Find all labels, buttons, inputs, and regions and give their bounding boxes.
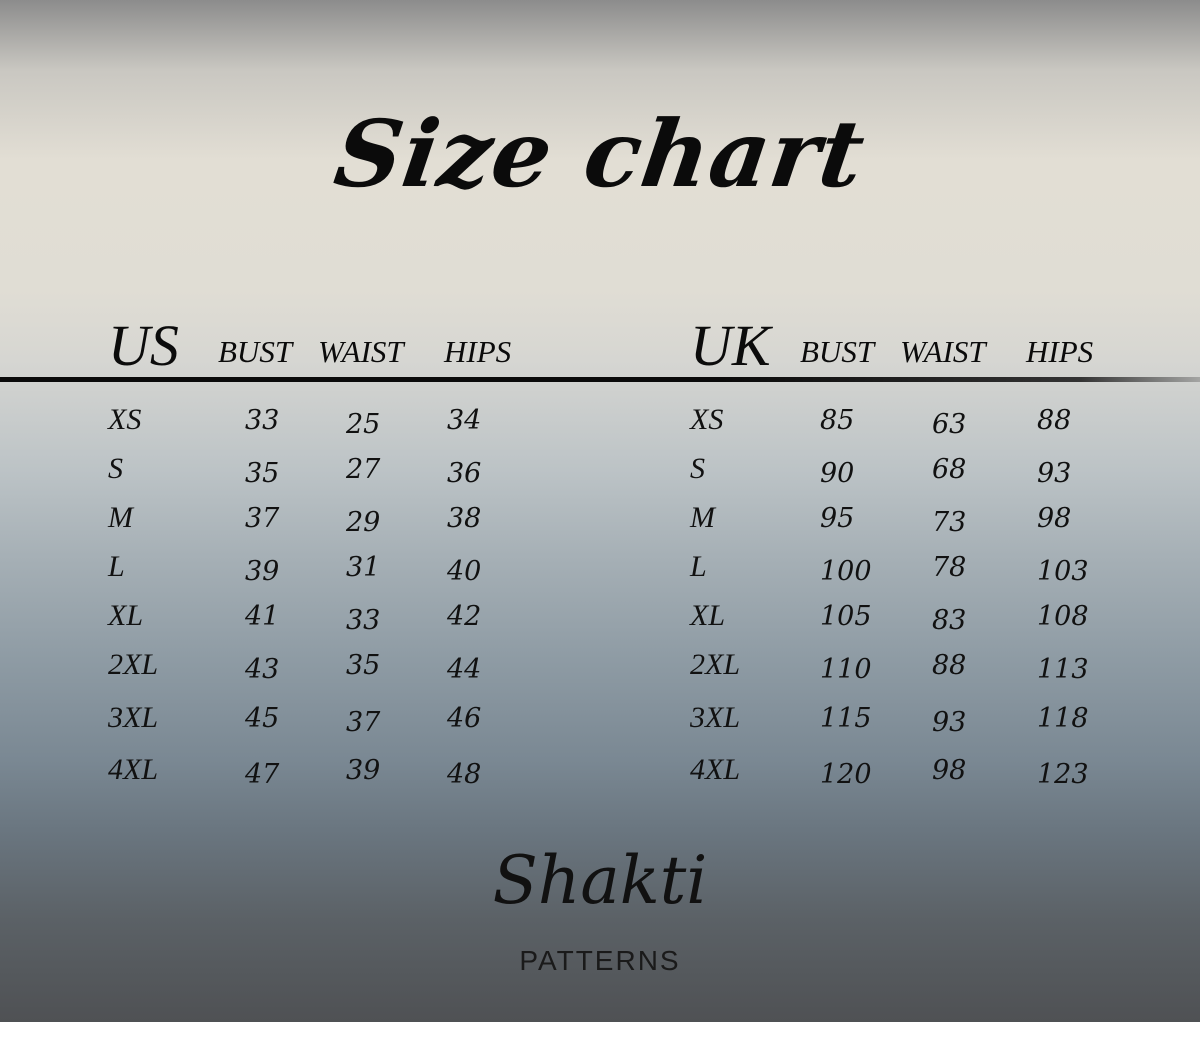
measurement-value: 35 — [245, 458, 280, 489]
measurement-value: 73 — [932, 507, 967, 538]
measurement-value: 93 — [932, 707, 967, 738]
size-label: 3XL — [690, 701, 741, 734]
measurement-value: 41 — [245, 601, 280, 632]
size-label: XS — [108, 403, 142, 436]
measurement-value: 34 — [447, 405, 482, 436]
brand-logo: Shakti — [492, 842, 708, 919]
measurement-value: 25 — [346, 409, 381, 440]
measurement-value: 98 — [1037, 503, 1072, 534]
measurement-value: 46 — [447, 703, 482, 734]
size-label: M — [690, 501, 715, 534]
measurement-value: 38 — [447, 503, 482, 534]
measurement-value: 39 — [245, 556, 280, 587]
table-system-label: US — [108, 313, 179, 378]
measurement-value: 105 — [820, 601, 872, 632]
measurement-value: 33 — [346, 605, 381, 636]
size-label: 4XL — [108, 753, 159, 786]
measurement-value: 33 — [245, 405, 280, 436]
measurement-value: 63 — [932, 409, 967, 440]
measurement-value: 42 — [447, 601, 482, 632]
measurement-value: 45 — [245, 703, 280, 734]
table-system-label: UK — [690, 313, 771, 378]
column-header: HIPS — [1026, 334, 1094, 369]
measurement-value: 36 — [447, 458, 482, 489]
measurement-value: 85 — [820, 405, 855, 436]
size-label: S — [108, 452, 123, 485]
size-label: XS — [690, 403, 724, 436]
measurement-value: 48 — [447, 759, 482, 790]
size-label: L — [108, 550, 125, 583]
measurement-value: 93 — [1037, 458, 1072, 489]
measurement-value: 78 — [932, 552, 967, 583]
column-header: WAIST — [318, 334, 404, 369]
measurement-value: 44 — [447, 654, 482, 685]
measurement-value: 88 — [1037, 405, 1072, 436]
measurement-value: 31 — [346, 552, 381, 583]
measurement-value: 40 — [447, 556, 482, 587]
measurement-value: 103 — [1037, 556, 1089, 587]
column-header: WAIST — [900, 334, 986, 369]
measurement-value: 39 — [346, 755, 381, 786]
measurement-value: 88 — [932, 650, 967, 681]
size-label: L — [690, 550, 707, 583]
measurement-value: 27 — [346, 454, 381, 485]
column-header: BUST — [800, 334, 875, 369]
measurement-value: 108 — [1037, 601, 1089, 632]
measurement-value: 47 — [245, 759, 280, 790]
measurement-value: 90 — [820, 458, 855, 489]
measurement-value: 37 — [245, 503, 280, 534]
size-label: 2XL — [108, 648, 159, 681]
measurement-value: 120 — [820, 759, 872, 790]
measurement-value: 100 — [820, 556, 872, 587]
header-divider — [0, 377, 1200, 382]
size-label: 4XL — [690, 753, 741, 786]
brand-logo-subtitle: PATTERNS — [519, 945, 681, 976]
measurement-value: 37 — [346, 707, 381, 738]
measurement-value: 35 — [346, 650, 381, 681]
measurement-value: 43 — [245, 654, 280, 685]
measurement-value: 95 — [820, 503, 855, 534]
measurement-value: 113 — [1037, 654, 1089, 685]
column-header: HIPS — [444, 334, 512, 369]
measurement-value: 110 — [820, 654, 872, 685]
measurement-value: 118 — [1037, 703, 1089, 734]
measurement-value: 98 — [932, 755, 967, 786]
measurement-value: 123 — [1037, 759, 1089, 790]
size-label: 2XL — [690, 648, 741, 681]
measurement-value: 68 — [932, 454, 967, 485]
measurement-value: 83 — [932, 605, 967, 636]
size-label: XL — [690, 599, 726, 632]
size-label: XL — [108, 599, 144, 632]
size-label: S — [690, 452, 705, 485]
page-title: Size chart — [328, 100, 872, 208]
measurement-value: 29 — [346, 507, 381, 538]
size-label: 3XL — [108, 701, 159, 734]
size-label: M — [108, 501, 133, 534]
measurement-value: 115 — [820, 703, 872, 734]
column-header: BUST — [218, 334, 293, 369]
